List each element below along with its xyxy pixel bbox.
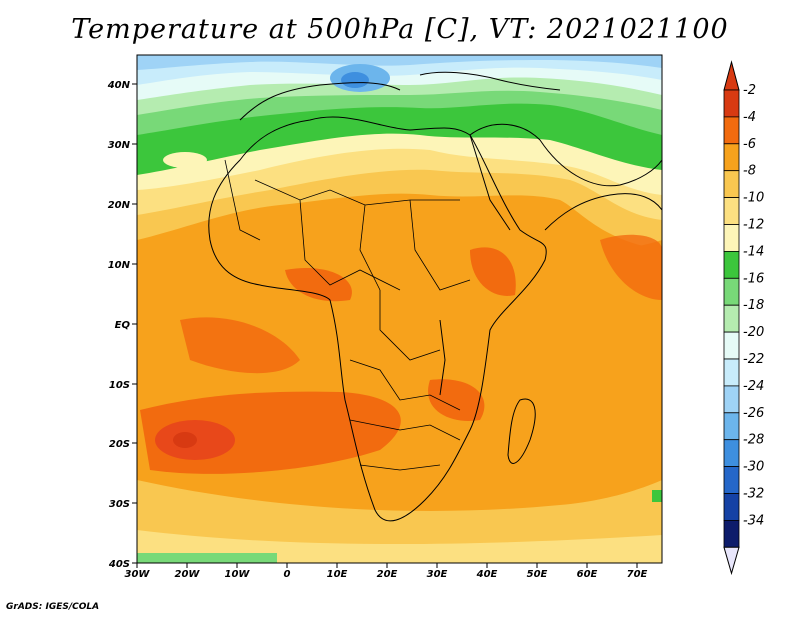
colorbar-label: -18 — [743, 298, 764, 313]
lon-label: 60E — [577, 569, 598, 580]
credit-label: GrADS: IGES/COLA — [6, 602, 100, 612]
coastlines — [208, 71, 662, 522]
colorbar-label: -10 — [743, 191, 764, 206]
colorbar-label: -32 — [743, 487, 764, 502]
colorbar-label: -26 — [743, 406, 764, 421]
chart-title: Temperature at 500hPa [C], VT: 202102110… — [71, 14, 729, 45]
colorbar-swatch — [723, 224, 740, 252]
lon-label: 50E — [527, 569, 548, 580]
lat-label: 40N — [107, 80, 131, 91]
colorbar-swatch — [723, 520, 740, 548]
colorbar-swatch — [723, 89, 740, 118]
colorbar-swatch — [723, 358, 740, 387]
colorbar-label: -22 — [743, 352, 764, 367]
lat-label: 20S — [109, 439, 130, 450]
colorbar-swatch — [723, 493, 740, 521]
colorbar-label: -28 — [743, 433, 764, 448]
lon-label: 10E — [327, 569, 348, 580]
lon-label: 20W — [175, 569, 201, 580]
colorbar-label: -12 — [743, 218, 764, 233]
colorbar-swatch — [723, 250, 740, 279]
colorbar-swatch — [723, 331, 740, 360]
lon-label: 40E — [476, 569, 498, 580]
colorbar-swatch — [723, 197, 740, 225]
colorbar-swatch — [723, 385, 740, 414]
colorbar-swatch — [723, 304, 740, 333]
colorbar-label: -16 — [743, 271, 764, 286]
lon-label: 30E — [427, 569, 448, 580]
lon-label: 70E — [627, 569, 648, 580]
lat-label: EQ — [115, 320, 131, 331]
lon-label: 0 — [284, 569, 291, 580]
lat-label: 10S — [109, 380, 130, 391]
longitude-labels: 30W 20W 10W 0 10E 20E 30E 40E 50E 60E 70… — [125, 569, 648, 580]
lon-label: 30W — [125, 569, 151, 580]
colorbar-label: -24 — [743, 379, 764, 394]
colorbar-swatch — [723, 439, 740, 468]
colorbar-top-arrow — [723, 60, 740, 91]
colorbar-swatch — [723, 116, 740, 145]
latitude-labels: 40N 30N 20N 10N EQ 10S 20S 30S 40S — [107, 80, 131, 570]
colorbar-label: -2 — [743, 83, 756, 98]
colorbar-swatch — [723, 277, 740, 306]
lon-label: 20E — [377, 569, 398, 580]
colorbar-swatch — [723, 412, 740, 441]
colorbar-swatch — [723, 143, 740, 172]
colorbar-label: -20 — [743, 325, 764, 340]
lat-label: 10N — [108, 260, 131, 271]
colorbar-swatch — [723, 466, 740, 494]
colorbar-label: -34 — [743, 513, 764, 528]
country-borders — [224, 159, 471, 471]
colorbar-swatch — [723, 170, 740, 198]
axis-ticks — [132, 83, 638, 568]
lat-label: 30N — [108, 140, 131, 151]
colorbar-label: -8 — [743, 164, 756, 179]
colorbar-label: -4 — [743, 110, 756, 125]
lat-label: 20N — [108, 200, 131, 211]
lon-label: 10W — [225, 569, 251, 580]
colorbar-bottom-arrow — [723, 546, 740, 576]
lat-label: 30S — [109, 499, 130, 510]
lat-label: 40S — [108, 559, 130, 570]
colorbar-label: -14 — [743, 244, 764, 259]
temperature-field — [137, 55, 662, 563]
colorbar-label: -6 — [743, 137, 756, 152]
map-frame — [136, 54, 663, 564]
colorbar-label: -30 — [743, 460, 764, 475]
colorbar: -2 -4 -6 -8 -10 -12 -14 -16 -18 -20 -22 -24 -26 -28 -3… — [723, 60, 764, 576]
